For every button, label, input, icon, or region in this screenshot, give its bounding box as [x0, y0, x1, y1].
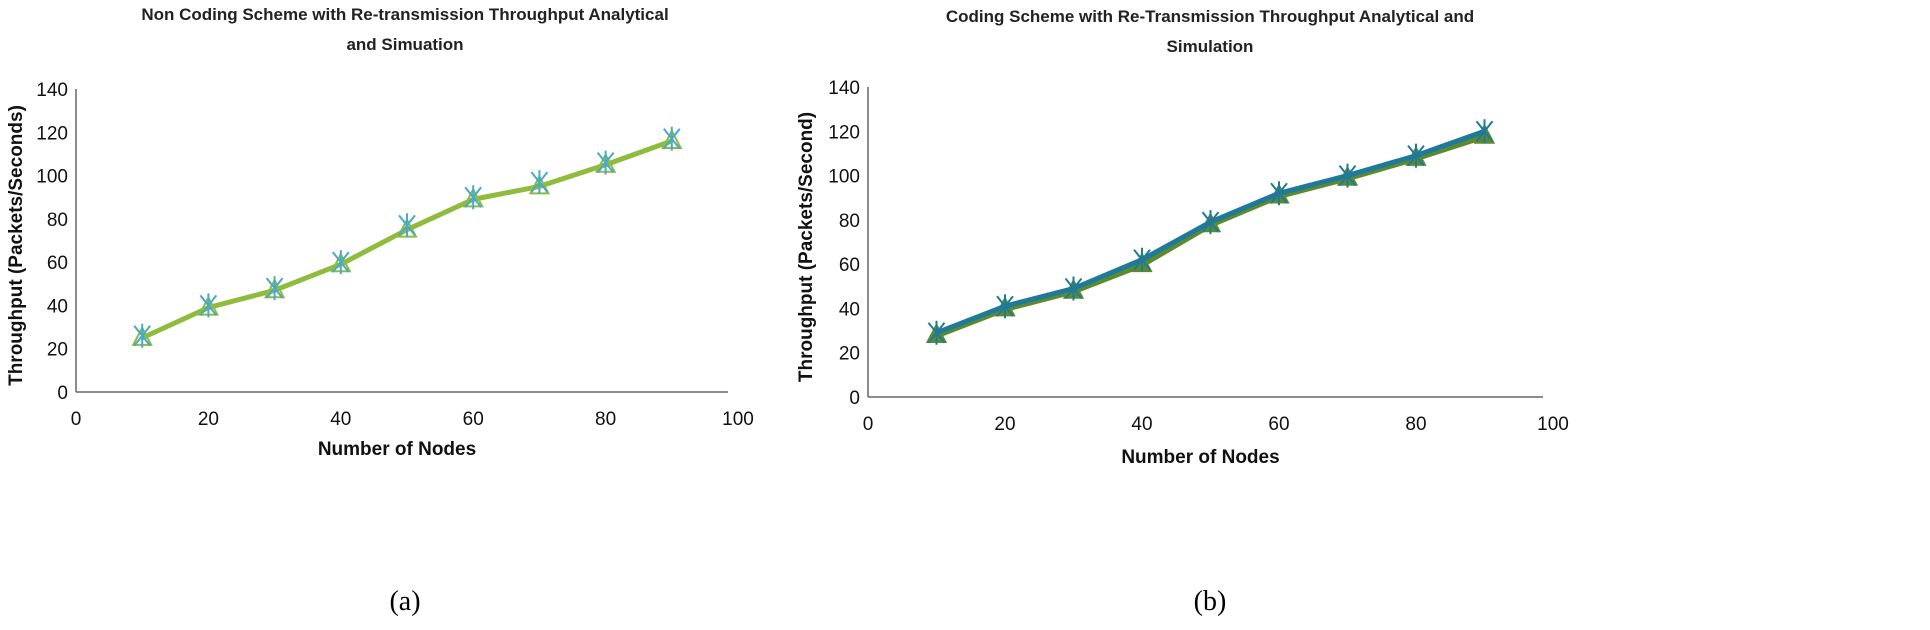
x-tick-label: 60 [463, 409, 484, 430]
data-point-star [927, 320, 946, 345]
y-tick-label: 60 [47, 253, 68, 274]
data-point-star [996, 294, 1014, 319]
y-tick-label: 100 [36, 167, 68, 188]
y-tick-label: 100 [828, 167, 860, 188]
series-star [133, 126, 681, 348]
y-tick-label: 80 [47, 210, 68, 231]
x-tick-label: 60 [1268, 414, 1289, 435]
x-tick-label: 0 [71, 409, 82, 430]
y-axis-label: Throughput (Packets/Seconds) [6, 105, 27, 386]
data-point-star [1133, 247, 1151, 272]
x-tick-label: 20 [994, 414, 1015, 435]
data-point-star [133, 323, 151, 348]
data-point-star [398, 213, 416, 238]
data-point-star [332, 250, 350, 275]
y-tick-label: 120 [828, 122, 860, 143]
x-tick-label: 40 [1131, 414, 1152, 435]
data-point-star [596, 150, 615, 175]
y-axis-label: Throughput (Packets/Second) [796, 112, 817, 382]
data-point-star [1407, 143, 1425, 168]
y-tick-label: 20 [47, 340, 68, 361]
x-tick-label: 80 [595, 409, 616, 430]
x-tick-label: 0 [863, 414, 874, 435]
chart-title: Simulation [1167, 37, 1254, 56]
chart-title: and Simuation [346, 35, 463, 54]
y-tick-label: 40 [47, 296, 68, 317]
series-star [927, 119, 1494, 345]
data-point-star [1338, 163, 1357, 188]
y-tick-label: 140 [828, 78, 860, 99]
data-point-star [1475, 119, 1494, 144]
x-tick-label: 20 [198, 409, 219, 430]
y-tick-label: 0 [849, 388, 860, 409]
y-tick-label: 0 [57, 383, 68, 404]
data-point-star [464, 185, 482, 210]
x-tick-label: 100 [722, 409, 754, 430]
y-tick-label: 140 [36, 80, 68, 101]
chart-title: Coding Scheme with Re-Transmission Throu… [946, 7, 1474, 26]
data-point-star [1064, 276, 1083, 301]
x-tick-label: 80 [1405, 414, 1426, 435]
y-tick-label: 80 [839, 211, 860, 232]
chart-title: Non Coding Scheme with Re-transmission T… [141, 5, 668, 24]
x-tick-label: 40 [330, 409, 351, 430]
chart-b: Coding Scheme with Re-Transmission Throu… [796, 7, 1569, 617]
series-line [141, 138, 673, 341]
panel-caption: (a) [389, 586, 420, 617]
data-point-star [530, 170, 549, 195]
y-tick-label: 60 [839, 255, 860, 276]
x-axis-label: Number of Nodes [1121, 447, 1279, 468]
y-tick-label: 20 [839, 344, 860, 365]
chart-a: Non Coding Scheme with Re-transmission T… [6, 5, 754, 617]
data-point-star [663, 126, 681, 151]
data-point-star [199, 293, 218, 318]
x-tick-label: 100 [1537, 414, 1569, 435]
y-tick-label: 120 [36, 123, 68, 144]
x-axis-label: Number of Nodes [318, 439, 476, 460]
panel-caption: (b) [1194, 586, 1227, 617]
data-point-star [1270, 181, 1288, 206]
data-point-star [1201, 210, 1220, 235]
y-tick-label: 40 [839, 299, 860, 320]
data-point-star [265, 276, 284, 301]
